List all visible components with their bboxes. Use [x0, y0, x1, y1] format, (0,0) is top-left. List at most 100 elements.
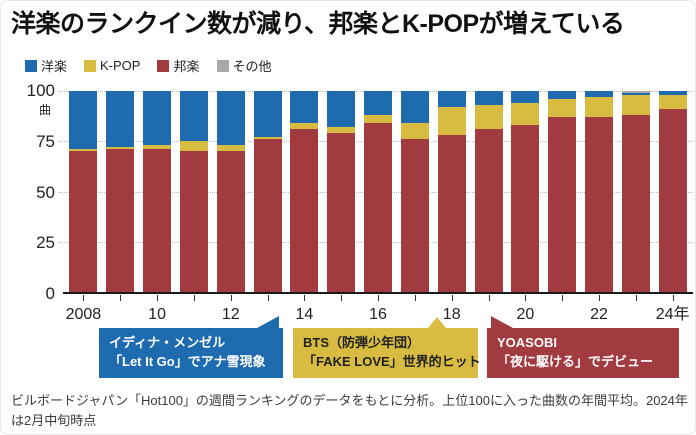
bar-segment-洋楽: [364, 91, 393, 116]
bar-segment-洋楽: [216, 91, 245, 146]
legend-label: K-POP: [100, 58, 141, 73]
x-axis-label: 24年: [655, 306, 690, 323]
bar-segment-K-POP: [253, 137, 282, 140]
bar-segment-洋楽: [511, 91, 540, 104]
bar-segment-邦楽: [290, 129, 319, 292]
bar-2018: 18: [433, 91, 470, 323]
bar-segment-邦楽: [106, 149, 135, 292]
bar-segment-K-POP: [658, 95, 687, 110]
bar-2015: [323, 91, 360, 301]
bar-segment-洋楽: [437, 91, 466, 108]
x-axis-tick: [525, 295, 527, 301]
bar-group: 2008 10 12 14 16 18 20 22 24年: [63, 91, 693, 323]
legend-swatch-other: [216, 59, 229, 72]
bar-2013: [249, 91, 286, 301]
bar-segment-K-POP: [511, 103, 540, 126]
bar-segment-邦楽: [585, 117, 613, 292]
bar-segment-洋楽: [327, 91, 356, 128]
callout-pointer-icon: [257, 316, 279, 328]
x-axis-tick: [157, 295, 159, 301]
legend-item-kpop: K-POP: [84, 58, 140, 73]
x-axis-label: 20: [516, 306, 535, 323]
legend-item-hogaku: 邦楽: [157, 56, 200, 75]
bar-segment-K-POP: [179, 141, 208, 152]
bar-segment-邦楽: [658, 109, 687, 292]
x-axis-label: 16: [369, 306, 387, 323]
bar-segment-邦楽: [621, 115, 650, 292]
bar-segment-邦楽: [364, 123, 393, 292]
y-axis-tick-0: 0: [45, 284, 55, 303]
x-axis-label: 18: [442, 306, 461, 323]
bar-segment-その他: [621, 91, 650, 94]
bar-segment-邦楽: [179, 151, 208, 292]
legend-swatch-hogaku: [157, 59, 170, 72]
bar-segment-邦楽: [548, 117, 577, 292]
legend-label: その他: [232, 59, 272, 74]
bar-2010: 10: [139, 91, 176, 323]
annotation-yoasobi: YOASOBI 「夜に駆ける」でデビュー: [487, 316, 679, 378]
source-footnote: ビルボードジャパン「Hot100」の週間ランキングのデータをもとに分析。上位10…: [11, 393, 688, 429]
bar-2019: [470, 91, 507, 301]
bar-segment-洋楽: [253, 91, 282, 138]
bar-segment-K-POP: [548, 99, 577, 118]
annotation-bts: BTS（防弾少年団） 「FAKE LOVE」世界的ヒット: [293, 317, 481, 378]
bar-2016: 16: [360, 91, 397, 323]
annotation-line: イディナ・メンゼル: [109, 335, 226, 350]
legend-swatch-yogaku: [25, 59, 37, 72]
bar-segment-洋楽: [69, 91, 98, 150]
bar-segment-洋楽: [400, 91, 429, 124]
bar-segment-K-POP: [216, 145, 245, 152]
legend-item-other: その他: [216, 56, 272, 75]
y-axis-tick-25: 25: [36, 233, 55, 252]
x-axis-label: 12: [221, 306, 240, 323]
bar-segment-邦楽: [253, 139, 282, 292]
plot-area: 2008 10 12 14 16 18 20 22 24年: [59, 91, 693, 323]
x-axis-tick: [562, 295, 564, 301]
x-axis-label: 22: [590, 306, 608, 323]
y-axis-tick-100: 100: [26, 81, 55, 100]
bar-segment-邦楽: [474, 129, 503, 292]
bar-segment-K-POP: [400, 123, 429, 140]
bar-segment-K-POP: [327, 127, 356, 134]
annotation-let-it-go: イディナ・メンゼル 「Let It Go」でアナ雪現象: [99, 316, 283, 378]
legend-label: 邦楽: [173, 59, 200, 74]
annotation-line: BTS（防弾少年団）: [303, 335, 421, 350]
bar-2024: 24年: [654, 91, 691, 323]
bar-segment-邦楽: [437, 135, 466, 292]
x-axis-tick: [83, 295, 85, 301]
bar-segment-洋楽: [106, 91, 135, 148]
bar-segment-邦楽: [143, 149, 172, 292]
x-axis-tick: [378, 295, 380, 301]
x-axis-tick: [635, 295, 637, 301]
bar-segment-洋楽: [143, 91, 172, 146]
x-axis-label: 2008: [65, 306, 102, 323]
bar-segment-洋楽: [179, 91, 208, 142]
bar-segment-K-POP: [437, 107, 466, 136]
bar-2017: [396, 91, 433, 301]
bar-segment-邦楽: [511, 125, 540, 292]
annotation-line: 「FAKE LOVE」世界的ヒット: [303, 353, 481, 369]
bar-segment-洋楽: [658, 91, 687, 96]
bar-segment-洋楽: [290, 91, 319, 124]
annotation-line: 「夜に駆ける」でデビュー: [497, 353, 654, 369]
bar-segment-洋楽: [548, 91, 577, 100]
y-axis-tick-50: 50: [36, 183, 55, 202]
legend: 洋楽 K-POP 邦楽 その他: [25, 56, 272, 75]
annotation-line: 「Let It Go」でアナ雪現象: [109, 353, 266, 369]
bar-segment-洋楽: [474, 91, 503, 106]
x-axis-tick: [488, 295, 490, 301]
annotation-line: YOASOBI: [497, 335, 557, 350]
x-axis-tick: [599, 295, 600, 301]
bar-segment-邦楽: [69, 151, 98, 292]
bar-segment-邦楽: [400, 139, 429, 292]
callout-pointer-icon: [428, 317, 446, 328]
x-axis-tick: [414, 295, 416, 301]
x-axis-tick: [120, 295, 122, 301]
bar-segment-K-POP: [474, 105, 503, 130]
x-axis-tick: [193, 295, 195, 301]
bar-segment-邦楽: [327, 133, 356, 292]
bar-2012: 12: [212, 91, 249, 323]
x-axis-label: 14: [295, 306, 314, 323]
y-axis-tick-75: 75: [36, 132, 55, 151]
